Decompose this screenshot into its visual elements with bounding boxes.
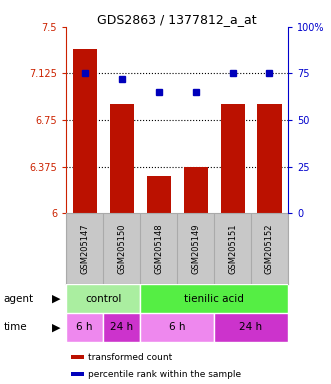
Text: 24 h: 24 h bbox=[239, 322, 262, 333]
Text: 24 h: 24 h bbox=[110, 322, 133, 333]
Text: GSM205152: GSM205152 bbox=[265, 223, 274, 274]
Text: ▶: ▶ bbox=[52, 322, 61, 333]
Text: 6 h: 6 h bbox=[76, 322, 93, 333]
Bar bbox=[214, 313, 288, 342]
Bar bbox=[73, 49, 97, 213]
Text: transformed count: transformed count bbox=[88, 353, 173, 362]
Bar bbox=[110, 104, 134, 213]
Bar bbox=[140, 313, 214, 342]
Text: GSM205149: GSM205149 bbox=[191, 223, 200, 274]
Text: time: time bbox=[3, 322, 27, 333]
Bar bbox=[66, 313, 103, 342]
Bar bbox=[140, 284, 288, 313]
Bar bbox=[258, 104, 281, 213]
Text: GSM205151: GSM205151 bbox=[228, 223, 237, 274]
Text: 6 h: 6 h bbox=[169, 322, 185, 333]
Text: ▶: ▶ bbox=[52, 293, 61, 304]
Text: GSM205148: GSM205148 bbox=[154, 223, 163, 274]
Bar bbox=[71, 355, 84, 359]
Text: GSM205150: GSM205150 bbox=[117, 223, 126, 274]
Title: GDS2863 / 1377812_a_at: GDS2863 / 1377812_a_at bbox=[97, 13, 257, 26]
Text: percentile rank within the sample: percentile rank within the sample bbox=[88, 370, 242, 379]
Bar bbox=[71, 372, 84, 376]
Text: tienilic acid: tienilic acid bbox=[184, 293, 244, 304]
Text: control: control bbox=[85, 293, 121, 304]
Bar bbox=[184, 167, 208, 213]
Text: GSM205147: GSM205147 bbox=[80, 223, 89, 274]
Text: agent: agent bbox=[3, 293, 33, 304]
Bar bbox=[147, 176, 170, 213]
Bar bbox=[103, 313, 140, 342]
Bar bbox=[66, 284, 140, 313]
Bar bbox=[220, 104, 245, 213]
